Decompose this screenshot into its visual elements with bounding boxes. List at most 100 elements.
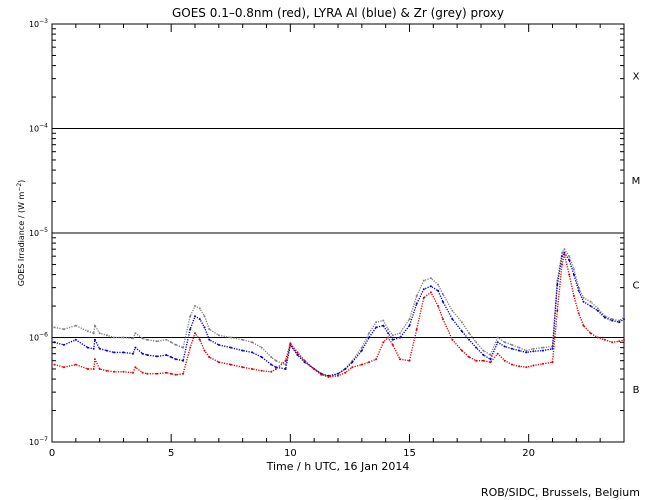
data-point (241, 349, 244, 352)
data-point (596, 336, 599, 339)
data-point (132, 371, 134, 374)
data-point (382, 319, 385, 322)
data-point (556, 283, 559, 286)
data-point (182, 359, 185, 362)
data-point (460, 349, 463, 352)
data-point (489, 361, 492, 364)
data-point (572, 294, 575, 297)
data-point (451, 318, 454, 321)
data-point (132, 352, 134, 355)
data-point (532, 347, 535, 350)
data-point (198, 318, 201, 321)
data-point (511, 363, 513, 366)
data-point (422, 279, 425, 282)
data-point (141, 371, 144, 374)
data-point (208, 328, 211, 331)
data-point (623, 318, 625, 321)
data-point (468, 332, 471, 335)
chart-title: GOES 0.1–0.8nm (red), LYRA Al (blue) & Z… (172, 6, 504, 20)
data-point (251, 351, 254, 354)
data-point (475, 346, 478, 349)
data-point (496, 341, 499, 344)
data-point (542, 349, 544, 352)
data-point (518, 349, 521, 352)
data-point (489, 358, 492, 361)
x-axis-ticks: 0 5 10 15 20 (49, 24, 625, 459)
y-tick-label: 10−6 (29, 332, 48, 343)
data-point (525, 366, 528, 369)
flare-class-m: M (632, 176, 641, 187)
data-point (313, 368, 316, 370)
data-point (437, 289, 440, 292)
data-point (525, 351, 528, 354)
data-point (270, 363, 273, 366)
data-point (327, 375, 330, 378)
y-axis-ticks: 10−3 10−4 10−5 10−6 10−7 (29, 18, 624, 447)
data-point (551, 347, 554, 350)
x-axis-label: Time / h UTC, 16 Jan 2014 (266, 460, 410, 473)
data-point (155, 355, 158, 358)
data-point (93, 358, 96, 361)
data-point (387, 336, 390, 339)
flare-class-b: B (633, 385, 640, 396)
data-point (596, 307, 599, 310)
data-point (482, 359, 485, 362)
x-tick-label: 0 (49, 448, 55, 459)
data-point (284, 359, 287, 362)
data-point (146, 372, 149, 375)
data-point (437, 305, 440, 307)
data-point (496, 336, 499, 339)
data-point (441, 318, 444, 321)
data-point (375, 358, 378, 361)
data-point (170, 341, 173, 344)
data-point (387, 332, 390, 335)
data-point (451, 309, 454, 312)
data-point (429, 285, 432, 288)
data-point (105, 349, 108, 352)
y-axis-label-exp: −2 (16, 183, 23, 192)
data-point (170, 372, 173, 375)
data-point (518, 365, 521, 368)
data-point (132, 337, 134, 340)
data-point (98, 347, 101, 350)
x-tick-label: 20 (522, 448, 535, 459)
data-point (217, 334, 220, 337)
flare-threshold-lines (52, 128, 624, 338)
data-point (92, 368, 95, 370)
data-point (182, 346, 185, 349)
data-point (399, 358, 401, 361)
data-point (98, 368, 101, 370)
data-point (165, 371, 168, 374)
data-point (62, 343, 65, 346)
data-point (577, 312, 580, 315)
data-point (603, 316, 606, 319)
data-point (611, 341, 614, 344)
y-axis-label-close: ) (17, 180, 26, 183)
data-point (275, 368, 277, 370)
flare-class-labels: X M C B (632, 72, 641, 396)
data-point (618, 321, 621, 324)
data-point (260, 346, 263, 349)
data-point (122, 370, 125, 373)
data-point (275, 366, 277, 369)
data-point (556, 309, 559, 312)
data-point (582, 300, 585, 303)
data-point (155, 340, 158, 343)
data-point (511, 347, 513, 350)
data-point (105, 369, 108, 372)
data-point (337, 374, 339, 377)
data-point (74, 324, 77, 327)
series-trace (54, 251, 625, 377)
data-point (589, 300, 592, 303)
data-point (194, 332, 196, 335)
data-point (189, 328, 192, 331)
data-point (429, 277, 432, 280)
data-point (344, 371, 347, 374)
data-point (86, 346, 89, 349)
data-point (194, 305, 196, 307)
data-point (518, 346, 521, 349)
data-point (303, 359, 306, 362)
data-point (296, 354, 299, 356)
data-point (399, 332, 401, 335)
